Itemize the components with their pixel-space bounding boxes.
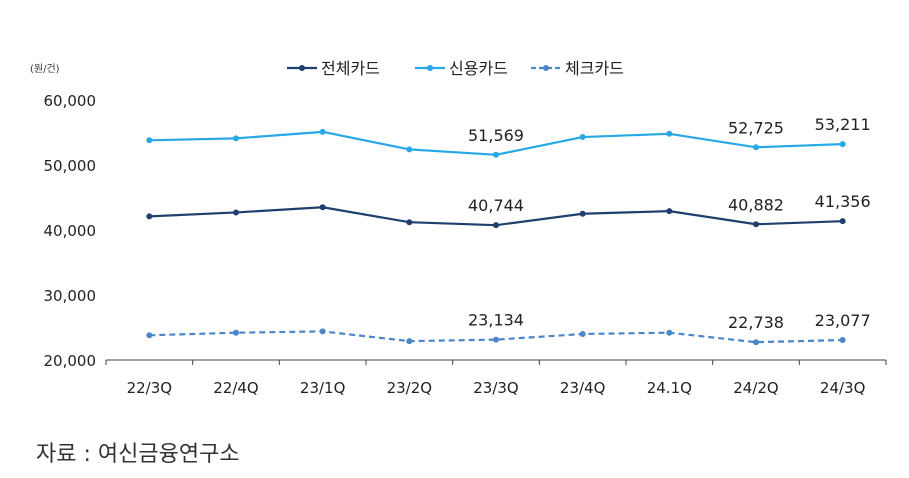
legend-item-3: 체크카드 (531, 59, 624, 78)
data-point (579, 331, 586, 337)
x-tick-label: 23/4Q (560, 379, 606, 397)
data-point (233, 329, 239, 336)
x-tick-label: 23/2Q (387, 379, 433, 397)
x-tick-label: 22/3Q (127, 379, 173, 397)
legend-item-1: 전체카드 (287, 59, 380, 78)
legend-label: 체크카드 (565, 59, 624, 78)
data-point (406, 146, 413, 153)
data-point (579, 134, 586, 141)
x-tick-label: 24/2Q (733, 379, 779, 397)
data-label: 40,744 (468, 196, 524, 215)
data-point (146, 213, 153, 220)
data-point (753, 221, 759, 228)
data-point (753, 339, 759, 346)
data-point (319, 128, 326, 135)
data-label: 23,077 (815, 311, 871, 330)
series-3: 23,134 22,738 23,077 (146, 311, 871, 346)
data-label: 22,738 (728, 313, 784, 332)
legend-marker (299, 65, 305, 71)
x-axis: 22/3Q 22/4Q 23/1Q 23/2Q 23/3Q 23/4Q 24.1Q 24/2Q… (105, 359, 887, 397)
y-axis: 20,000 30,000 40,000 50,000 60,000 (44, 92, 97, 370)
x-tick-label: 24/3Q (820, 379, 866, 397)
data-label: 53,211 (815, 115, 871, 134)
y-tick-label: 20,000 (44, 352, 97, 370)
y-tick-label: 30,000 (44, 287, 97, 305)
data-label: 23,134 (468, 311, 524, 330)
y-tick-label: 60,000 (44, 92, 97, 110)
data-point (666, 130, 673, 137)
x-tick-label: 23/1Q (300, 379, 346, 397)
data-point (319, 328, 326, 335)
data-point (839, 141, 846, 148)
y-tick-label: 40,000 (44, 222, 97, 240)
series-2: 51,569 52,725 53,211 (146, 115, 871, 158)
data-point (839, 336, 846, 343)
x-tick-label: 24.1Q (647, 379, 692, 397)
data-label: 51,569 (468, 126, 524, 145)
line-chart: (원/건) 전체카드 신용카드 체크카드 20,000 30,000 40,000 50,… (30, 59, 887, 397)
series-line (149, 330, 843, 344)
y-tick-label: 50,000 (44, 157, 97, 175)
data-point (233, 209, 239, 216)
series-group: 40,744 40,882 41,356 51,569 52,725 53,211 23,1… (146, 115, 871, 346)
x-tick-label: 22/4Q (213, 379, 259, 397)
data-point (839, 218, 846, 225)
data-label: 40,882 (728, 195, 784, 214)
legend-marker (543, 65, 549, 71)
data-label: 52,725 (728, 118, 784, 137)
legend-item-2: 신용카드 (415, 59, 508, 78)
data-point (406, 338, 413, 345)
data-point (493, 222, 499, 229)
data-point (579, 210, 586, 217)
data-point (146, 137, 153, 144)
data-point (233, 135, 239, 142)
data-point (406, 219, 413, 226)
data-point (666, 208, 673, 215)
data-point (319, 204, 326, 211)
data-point (493, 336, 499, 343)
legend-label: 전체카드 (321, 59, 380, 78)
legend-label: 신용카드 (449, 59, 508, 78)
data-point (493, 151, 499, 158)
legend-marker (427, 65, 433, 71)
unit-label: (원/건) (30, 63, 60, 75)
data-point (666, 329, 673, 336)
source-note: 자료 : 여신금융연구소 (36, 442, 240, 467)
data-point (753, 144, 759, 151)
legend: 전체카드 신용카드 체크카드 (287, 59, 624, 78)
data-point (146, 332, 153, 339)
data-label: 41,356 (815, 192, 871, 211)
x-tick-label: 23/3Q (473, 379, 519, 397)
series-1: 40,744 40,882 41,356 (146, 192, 871, 229)
